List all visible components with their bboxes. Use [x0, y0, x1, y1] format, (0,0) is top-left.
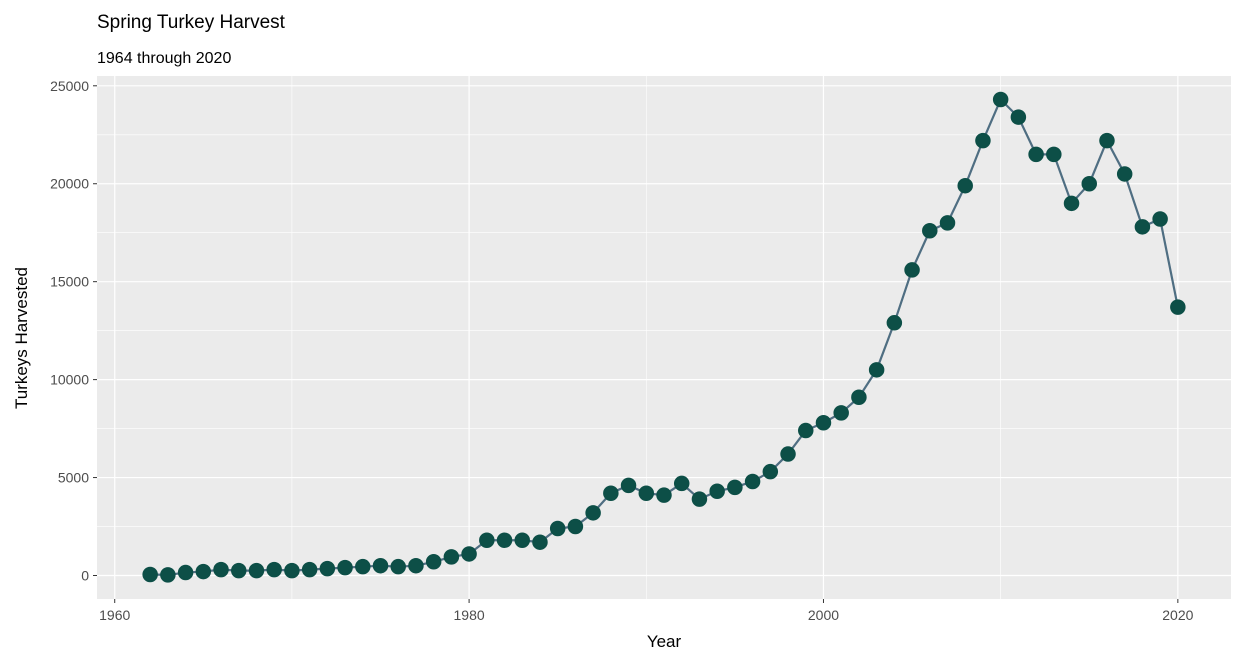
- data-point: [248, 562, 265, 579]
- y-tick-label: 5000: [58, 470, 89, 486]
- data-point: [975, 132, 991, 149]
- chart-title: Spring Turkey Harvest: [97, 12, 286, 33]
- data-point: [284, 562, 300, 579]
- data-point: [1028, 146, 1044, 163]
- data-point: [798, 422, 814, 439]
- y-axis-title: Turkeys Harvested: [12, 267, 31, 409]
- data-point: [780, 446, 796, 462]
- y-tick-label: 0: [81, 567, 89, 583]
- data-point: [957, 177, 973, 194]
- x-axis-ticks: 1960 1980 2000 2020: [99, 599, 1194, 623]
- data-point: [408, 557, 424, 574]
- data-point: [177, 564, 194, 581]
- x-axis-title: Year: [647, 632, 682, 651]
- data-point: [355, 558, 371, 575]
- y-tick-label: 15000: [50, 274, 89, 290]
- data-point: [656, 487, 672, 503]
- data-point: [904, 262, 920, 278]
- data-point: [868, 362, 885, 378]
- x-tick-label: 2020: [1162, 607, 1193, 623]
- data-point: [479, 532, 495, 548]
- y-tick-label: 20000: [50, 176, 89, 192]
- y-axis-ticks: 0 5000 10000 15000 20000 25000: [50, 78, 97, 583]
- data-point: [673, 475, 690, 492]
- chart-subtitle: 1964 through 2020: [97, 50, 231, 67]
- data-point: [160, 567, 176, 583]
- data-point: [195, 563, 212, 580]
- data-point: [213, 561, 229, 578]
- y-tick-label: 10000: [50, 372, 89, 388]
- data-point: [727, 479, 743, 496]
- data-point: [1010, 109, 1027, 125]
- minor-gridlines: [97, 76, 1231, 599]
- data-point: [390, 558, 406, 575]
- y-tick-label: 25000: [50, 78, 89, 94]
- data-point: [603, 485, 619, 501]
- data-point: [301, 561, 318, 578]
- data-point: [372, 557, 389, 574]
- data-points: [142, 91, 1186, 583]
- data-point: [1152, 211, 1168, 227]
- major-gridlines: [97, 76, 1231, 599]
- data-point: [1081, 175, 1097, 192]
- data-point: [142, 566, 158, 583]
- data-point: [231, 562, 247, 579]
- data-point: [833, 405, 849, 421]
- data-point: [1063, 195, 1080, 212]
- data-point: [266, 561, 282, 578]
- data-point: [744, 473, 761, 490]
- data-point: [992, 91, 1009, 108]
- data-point: [496, 532, 513, 548]
- plot-panel: [97, 76, 1231, 599]
- data-point: [425, 554, 442, 570]
- data-point: [461, 546, 477, 562]
- data-point: [585, 505, 601, 521]
- data-point: [815, 414, 832, 431]
- data-point: [922, 222, 938, 239]
- data-point: [567, 518, 584, 535]
- data-point: [1116, 166, 1133, 182]
- data-point: [1134, 219, 1151, 235]
- data-point: [1099, 132, 1115, 149]
- x-tick-label: 2000: [808, 607, 839, 623]
- data-point: [638, 485, 655, 501]
- data-point: [709, 483, 725, 500]
- x-tick-label: 1960: [99, 607, 130, 623]
- data-point: [443, 549, 460, 565]
- data-point: [886, 315, 903, 331]
- data-point: [337, 559, 353, 576]
- x-tick-label: 1980: [454, 607, 485, 623]
- data-point: [532, 534, 548, 550]
- data-point: [939, 215, 956, 231]
- data-point: [514, 532, 530, 548]
- data-point: [851, 389, 867, 405]
- data-point: [762, 463, 779, 480]
- data-point: [319, 560, 336, 577]
- data-point: [691, 491, 708, 507]
- data-point: [620, 477, 637, 494]
- data-point: [549, 520, 566, 537]
- data-point: [1046, 146, 1062, 163]
- data-point: [1170, 299, 1186, 315]
